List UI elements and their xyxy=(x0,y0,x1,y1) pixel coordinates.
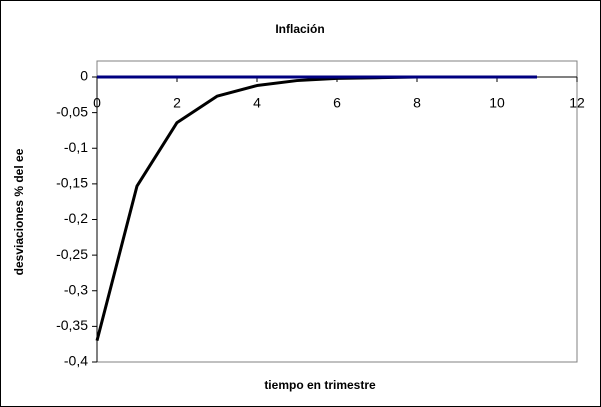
y-tick-label: -0,25 xyxy=(56,246,88,262)
y-tick-label: -0,3 xyxy=(64,281,88,297)
y-tick-label: -0,1 xyxy=(64,139,88,155)
x-tick-label: 10 xyxy=(489,95,505,111)
y-tick-label: 0 xyxy=(80,68,88,84)
y-tick-label: -0,35 xyxy=(56,317,88,333)
x-axis-label: tiempo en trimestre xyxy=(264,378,376,392)
x-tick-label: 4 xyxy=(253,95,261,111)
x-tick-label: 12 xyxy=(569,95,585,111)
chart-title: Inflación xyxy=(275,22,324,36)
y-axis-label: desviaciones % del ee xyxy=(12,148,26,275)
y-tick-label: -0,05 xyxy=(56,103,88,119)
x-tick-label: 0 xyxy=(93,95,101,111)
x-tick-label: 8 xyxy=(413,95,421,111)
y-tick-label: -0,15 xyxy=(56,175,88,191)
y-tick-label: -0,4 xyxy=(64,353,88,369)
x-tick-label: 2 xyxy=(173,95,181,111)
y-tick-label: -0,2 xyxy=(64,210,88,226)
x-tick-label: 6 xyxy=(333,95,341,111)
